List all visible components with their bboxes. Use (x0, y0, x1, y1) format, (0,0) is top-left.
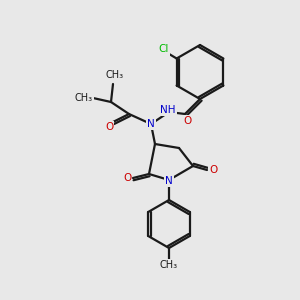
Text: O: O (183, 116, 191, 126)
Text: CH₃: CH₃ (75, 93, 93, 103)
Text: NH: NH (160, 105, 176, 115)
Text: O: O (123, 173, 131, 183)
Text: O: O (105, 122, 113, 132)
Text: CH₃: CH₃ (160, 260, 178, 270)
Text: O: O (209, 165, 217, 175)
Text: N: N (165, 176, 173, 186)
Text: CH₃: CH₃ (106, 70, 124, 80)
Text: N: N (147, 119, 155, 129)
Text: Cl: Cl (158, 44, 169, 55)
